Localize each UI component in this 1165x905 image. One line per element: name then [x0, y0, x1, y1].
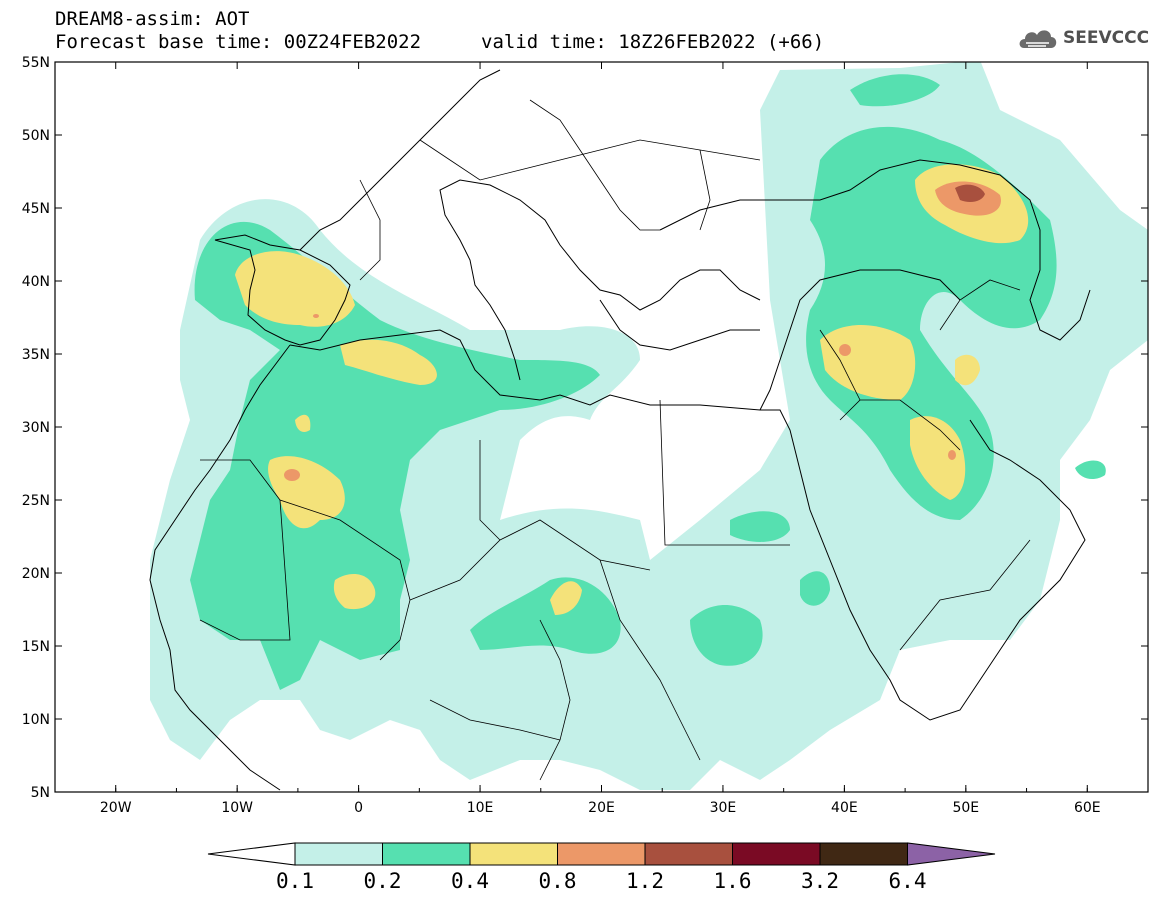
lat-tick-label: 10N — [22, 712, 50, 728]
lat-tick-label: 45N — [22, 201, 50, 217]
lat-tick-label: 5N — [31, 785, 50, 801]
lon-tick-label: 0 — [354, 800, 363, 816]
legend-level-label: 3.2 — [801, 869, 839, 893]
legend-swatch — [557, 842, 646, 866]
lat-tick-label: 35N — [22, 347, 50, 363]
legend-level-label: 0.4 — [451, 869, 489, 893]
legend-low-triangle — [207, 842, 296, 866]
logo-text: SEEVCCC — [1063, 28, 1150, 48]
map-title: DREAM8-assim: AOT — [55, 8, 250, 30]
valid-time: valid time: 18Z26FEB2022 (+66) — [481, 31, 825, 53]
cloud-logo-icon — [1019, 30, 1057, 48]
legend-level-label: 1.6 — [713, 869, 752, 893]
legend-colorbar — [207, 842, 996, 866]
political-borders — [199, 99, 1031, 781]
lon-tick-label: 40E — [831, 800, 858, 816]
legend-swatch — [644, 842, 733, 866]
axis-ticks: 20W 10W 0 10E 20E 30E 40E 50E 60E 55N 50N 45N 40N 35N… — [22, 55, 1149, 816]
lat-tick-label: 40N — [22, 274, 50, 290]
lat-tick-label: 20N — [22, 566, 50, 582]
legend-swatch — [294, 842, 383, 866]
lon-tick-label: 50E — [952, 800, 979, 816]
lon-tick-label: 60E — [1074, 800, 1101, 816]
lat-tick-label: 15N — [22, 639, 50, 655]
coastlines — [149, 69, 1091, 791]
lat-tick-label: 25N — [22, 493, 50, 509]
legend-level-label: 1.2 — [626, 869, 664, 893]
legend-level-label: 0.8 — [538, 869, 577, 893]
lat-tick-label: 55N — [22, 55, 50, 71]
legend-level-label: 6.4 — [888, 869, 927, 893]
lat-tick-label: 30N — [22, 420, 50, 436]
legend-swatch — [469, 842, 558, 866]
legend-level-label: 0.1 — [276, 869, 314, 893]
aot-field — [150, 62, 1148, 790]
forecast-base-time: Forecast base time: 00Z24FEB2022 — [55, 31, 422, 53]
legend-swatch — [382, 842, 471, 866]
legend-level-label: 0.2 — [363, 869, 402, 893]
lat-tick-label: 50N — [22, 128, 50, 144]
lon-tick-label: 30E — [710, 800, 737, 816]
lon-tick-label: 20E — [588, 800, 615, 816]
legend-swatch — [819, 842, 908, 866]
lon-tick-label: 10E — [467, 800, 494, 816]
legend-swatch — [732, 842, 821, 866]
legend-high-triangle — [907, 842, 996, 866]
lon-tick-label: 10W — [221, 800, 253, 816]
lon-tick-label: 20W — [100, 800, 132, 816]
